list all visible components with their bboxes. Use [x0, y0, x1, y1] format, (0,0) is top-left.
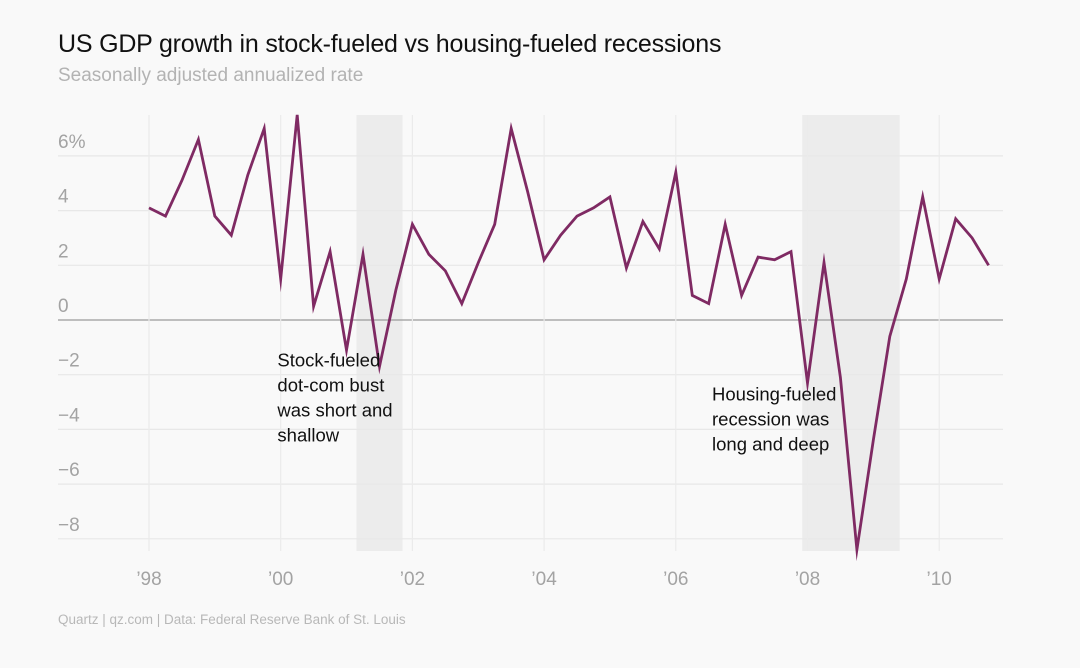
annotation-line: dot-com bust [277, 374, 384, 395]
series-line-0 [148, 114, 990, 562]
chart-title: US GDP growth in stock-fueled vs housing… [58, 30, 722, 58]
annotation-line: Stock-fueled [277, 349, 380, 370]
series-lines [148, 114, 990, 562]
y-tick-label: 4 [58, 187, 69, 208]
x-axis-ticks: ’98 ’00 ’02 ’04 ’06 ’08 ’10 [136, 569, 952, 590]
x-tick-label: ’06 [663, 569, 688, 590]
chart-subtitle: Seasonally adjusted annualized rate [58, 65, 364, 86]
y-tick-label: −6 [58, 460, 80, 481]
annotation-line: was short and [276, 399, 392, 420]
recession-bands [356, 115, 900, 551]
y-axis-ticks: 6% 4 2 0 −2 −4 −6 −8 [58, 132, 86, 536]
y-tick-label: −2 [58, 351, 80, 372]
annotation-line: long and deep [712, 434, 829, 455]
y-tick-label: 0 [58, 296, 69, 317]
source-credit: Quartz | qz.com | Data: Federal Reserve … [58, 612, 406, 627]
x-tick-label: ’02 [400, 569, 425, 590]
annotation-line: Housing-fueled [712, 384, 836, 405]
y-tick-label: −4 [58, 405, 80, 426]
x-tick-label: ’04 [531, 569, 557, 590]
y-tick-label: 2 [58, 241, 69, 262]
annotation-line: shallow [277, 424, 339, 445]
x-tick-label: ’00 [268, 569, 293, 590]
y-tick-label: −8 [58, 515, 80, 536]
annotations: Stock-fueled dot-com bust was short and sha… [276, 349, 836, 454]
x-tick-label: ’08 [795, 569, 820, 590]
annotation-0: Stock-fueled dot-com bust was short and sha… [276, 349, 392, 445]
annotation-line: recession was [712, 409, 829, 430]
y-tick-label: 6% [58, 132, 86, 153]
x-tick-label: ’98 [136, 569, 161, 590]
recession-band-0 [356, 115, 403, 551]
x-tick-label: ’10 [927, 569, 952, 590]
annotation-1: Housing-fueled recession was long and deep [712, 384, 836, 455]
